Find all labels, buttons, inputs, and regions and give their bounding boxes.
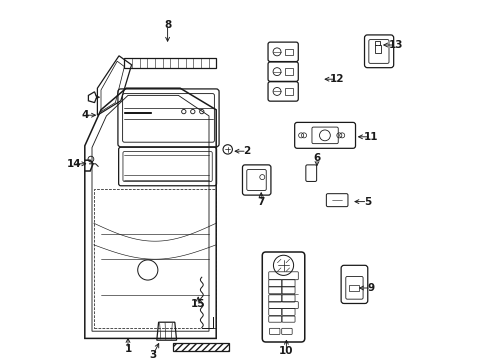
Text: 1: 1 <box>124 344 132 354</box>
Text: 11: 11 <box>364 132 378 142</box>
Text: 5: 5 <box>364 197 371 207</box>
Text: 2: 2 <box>243 146 250 156</box>
Text: 6: 6 <box>314 153 320 163</box>
Bar <box>285 68 293 75</box>
Text: 3: 3 <box>149 350 157 360</box>
Text: 10: 10 <box>279 346 294 356</box>
Bar <box>349 285 360 291</box>
Text: 15: 15 <box>191 299 205 309</box>
Text: 7: 7 <box>258 197 265 207</box>
Bar <box>285 88 293 95</box>
Bar <box>374 45 381 53</box>
Text: 9: 9 <box>368 283 374 293</box>
Text: 8: 8 <box>164 20 171 30</box>
Text: 14: 14 <box>67 159 81 169</box>
Text: 4: 4 <box>81 110 89 120</box>
Text: 12: 12 <box>330 74 344 84</box>
Bar <box>285 49 293 55</box>
Text: 13: 13 <box>389 40 403 50</box>
Bar <box>124 58 216 68</box>
